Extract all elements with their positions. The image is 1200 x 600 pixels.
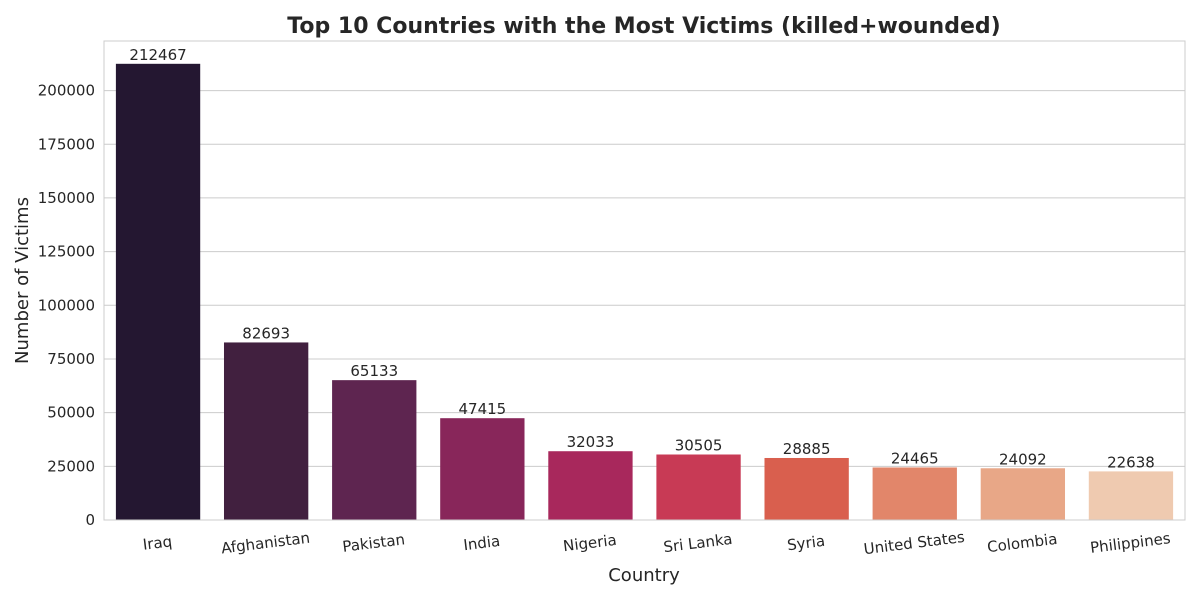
y-tick-label: 175000 — [38, 135, 95, 153]
x-tick-labels: Iraq Afghanistan Pakistan India Nigeria Sri L… — [142, 528, 1172, 558]
bars — [115, 63, 1174, 520]
data-label: 47415 — [458, 400, 506, 418]
bar-iraq — [115, 63, 201, 520]
bar-syria — [764, 457, 849, 520]
x-tick-label: Nigeria — [562, 531, 617, 555]
bar-pakistan — [332, 380, 417, 520]
y-tick-label: 75000 — [47, 350, 95, 368]
x-tick-label: Sri Lanka — [662, 530, 733, 556]
data-label: 32033 — [567, 433, 615, 451]
bar-united-states — [872, 467, 957, 520]
bar-sri-lanka — [656, 454, 741, 520]
y-tick-label: 50000 — [47, 404, 95, 422]
x-tick-label: Pakistan — [341, 530, 406, 556]
data-labels: 212467 82693 65133 47415 32033 30505 28885 2446… — [129, 46, 1154, 472]
data-label: 212467 — [129, 46, 186, 64]
x-tick-label: Afghanistan — [220, 529, 311, 558]
bar-india — [440, 418, 525, 520]
plot-frame — [103, 40, 1186, 521]
data-label: 30505 — [675, 437, 723, 455]
bar-nigeria — [548, 451, 633, 520]
data-label: 28885 — [783, 440, 831, 458]
data-label: 82693 — [242, 324, 290, 342]
x-tick-label: United States — [863, 528, 966, 558]
data-label: 24092 — [999, 450, 1047, 468]
x-tick-label: Colombia — [986, 530, 1058, 556]
y-tick-labels: 0 25000 50000 75000 100000 125000 150000 175000… — [38, 82, 95, 529]
x-tick-label: Iraq — [142, 532, 173, 553]
y-axis-label: Number of Victims — [12, 197, 33, 364]
data-label: 22638 — [1107, 453, 1155, 471]
y-tick-label: 25000 — [47, 457, 95, 475]
y-tick-label: 125000 — [38, 243, 95, 261]
chart-title: Top 10 Countries with the Most Victims (… — [287, 14, 1000, 39]
bar-philippines — [1088, 471, 1174, 520]
y-tick-label: 0 — [85, 511, 95, 529]
y-tick-label: 150000 — [38, 189, 95, 207]
data-label: 65133 — [350, 362, 398, 380]
bar-colombia — [980, 468, 1066, 520]
x-axis-label: Country — [608, 565, 680, 586]
x-tick-label: India — [462, 532, 501, 554]
y-tick-label: 200000 — [38, 82, 95, 100]
data-label: 24465 — [891, 449, 939, 467]
y-tick-label: 100000 — [38, 296, 95, 314]
x-tick-label: Syria — [786, 532, 826, 554]
x-tick-label: Philippines — [1089, 529, 1172, 557]
bar-afghanistan — [223, 342, 309, 520]
